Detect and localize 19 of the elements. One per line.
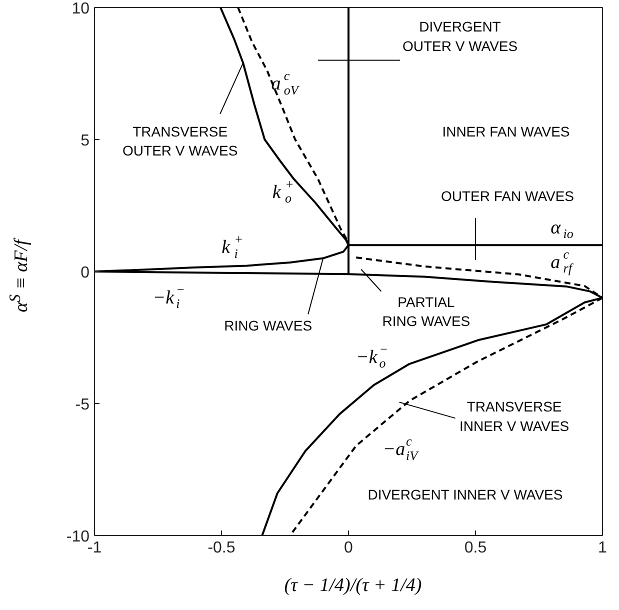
x-tick-label: 0	[344, 540, 354, 556]
annotation: OUTER FAN WAVES	[440, 188, 574, 204]
annotation: TRANSVERSE INNER V WAVES	[459, 398, 570, 434]
x-tick-label: 0.5	[464, 540, 487, 556]
x-tick-label: -0.5	[208, 540, 236, 556]
y-tick-label: 10	[72, 0, 90, 18]
y-tick-label: -5	[75, 396, 90, 414]
annotation: TRANSVERSE OUTER V WAVES	[122, 123, 238, 159]
annotation: PARTIAL RING WAVES	[382, 294, 470, 329]
y-tick-label: 5	[80, 132, 90, 150]
annotation: DIVERGENT OUTER V WAVES	[402, 18, 518, 54]
y-tick-label: 0	[80, 264, 90, 282]
annotation: RING WAVES	[224, 317, 312, 334]
x-axis-title: (τ − 1/4)/(τ + 1/4)	[283, 574, 423, 598]
x-tick-label: 1	[598, 540, 608, 556]
x-tick-label: -1	[87, 540, 102, 556]
annotation: DIVERGENT INNER V WAVES	[368, 486, 563, 503]
annotation: INNER FAN WAVES	[442, 124, 570, 140]
y-tick-label: -10	[66, 528, 90, 546]
